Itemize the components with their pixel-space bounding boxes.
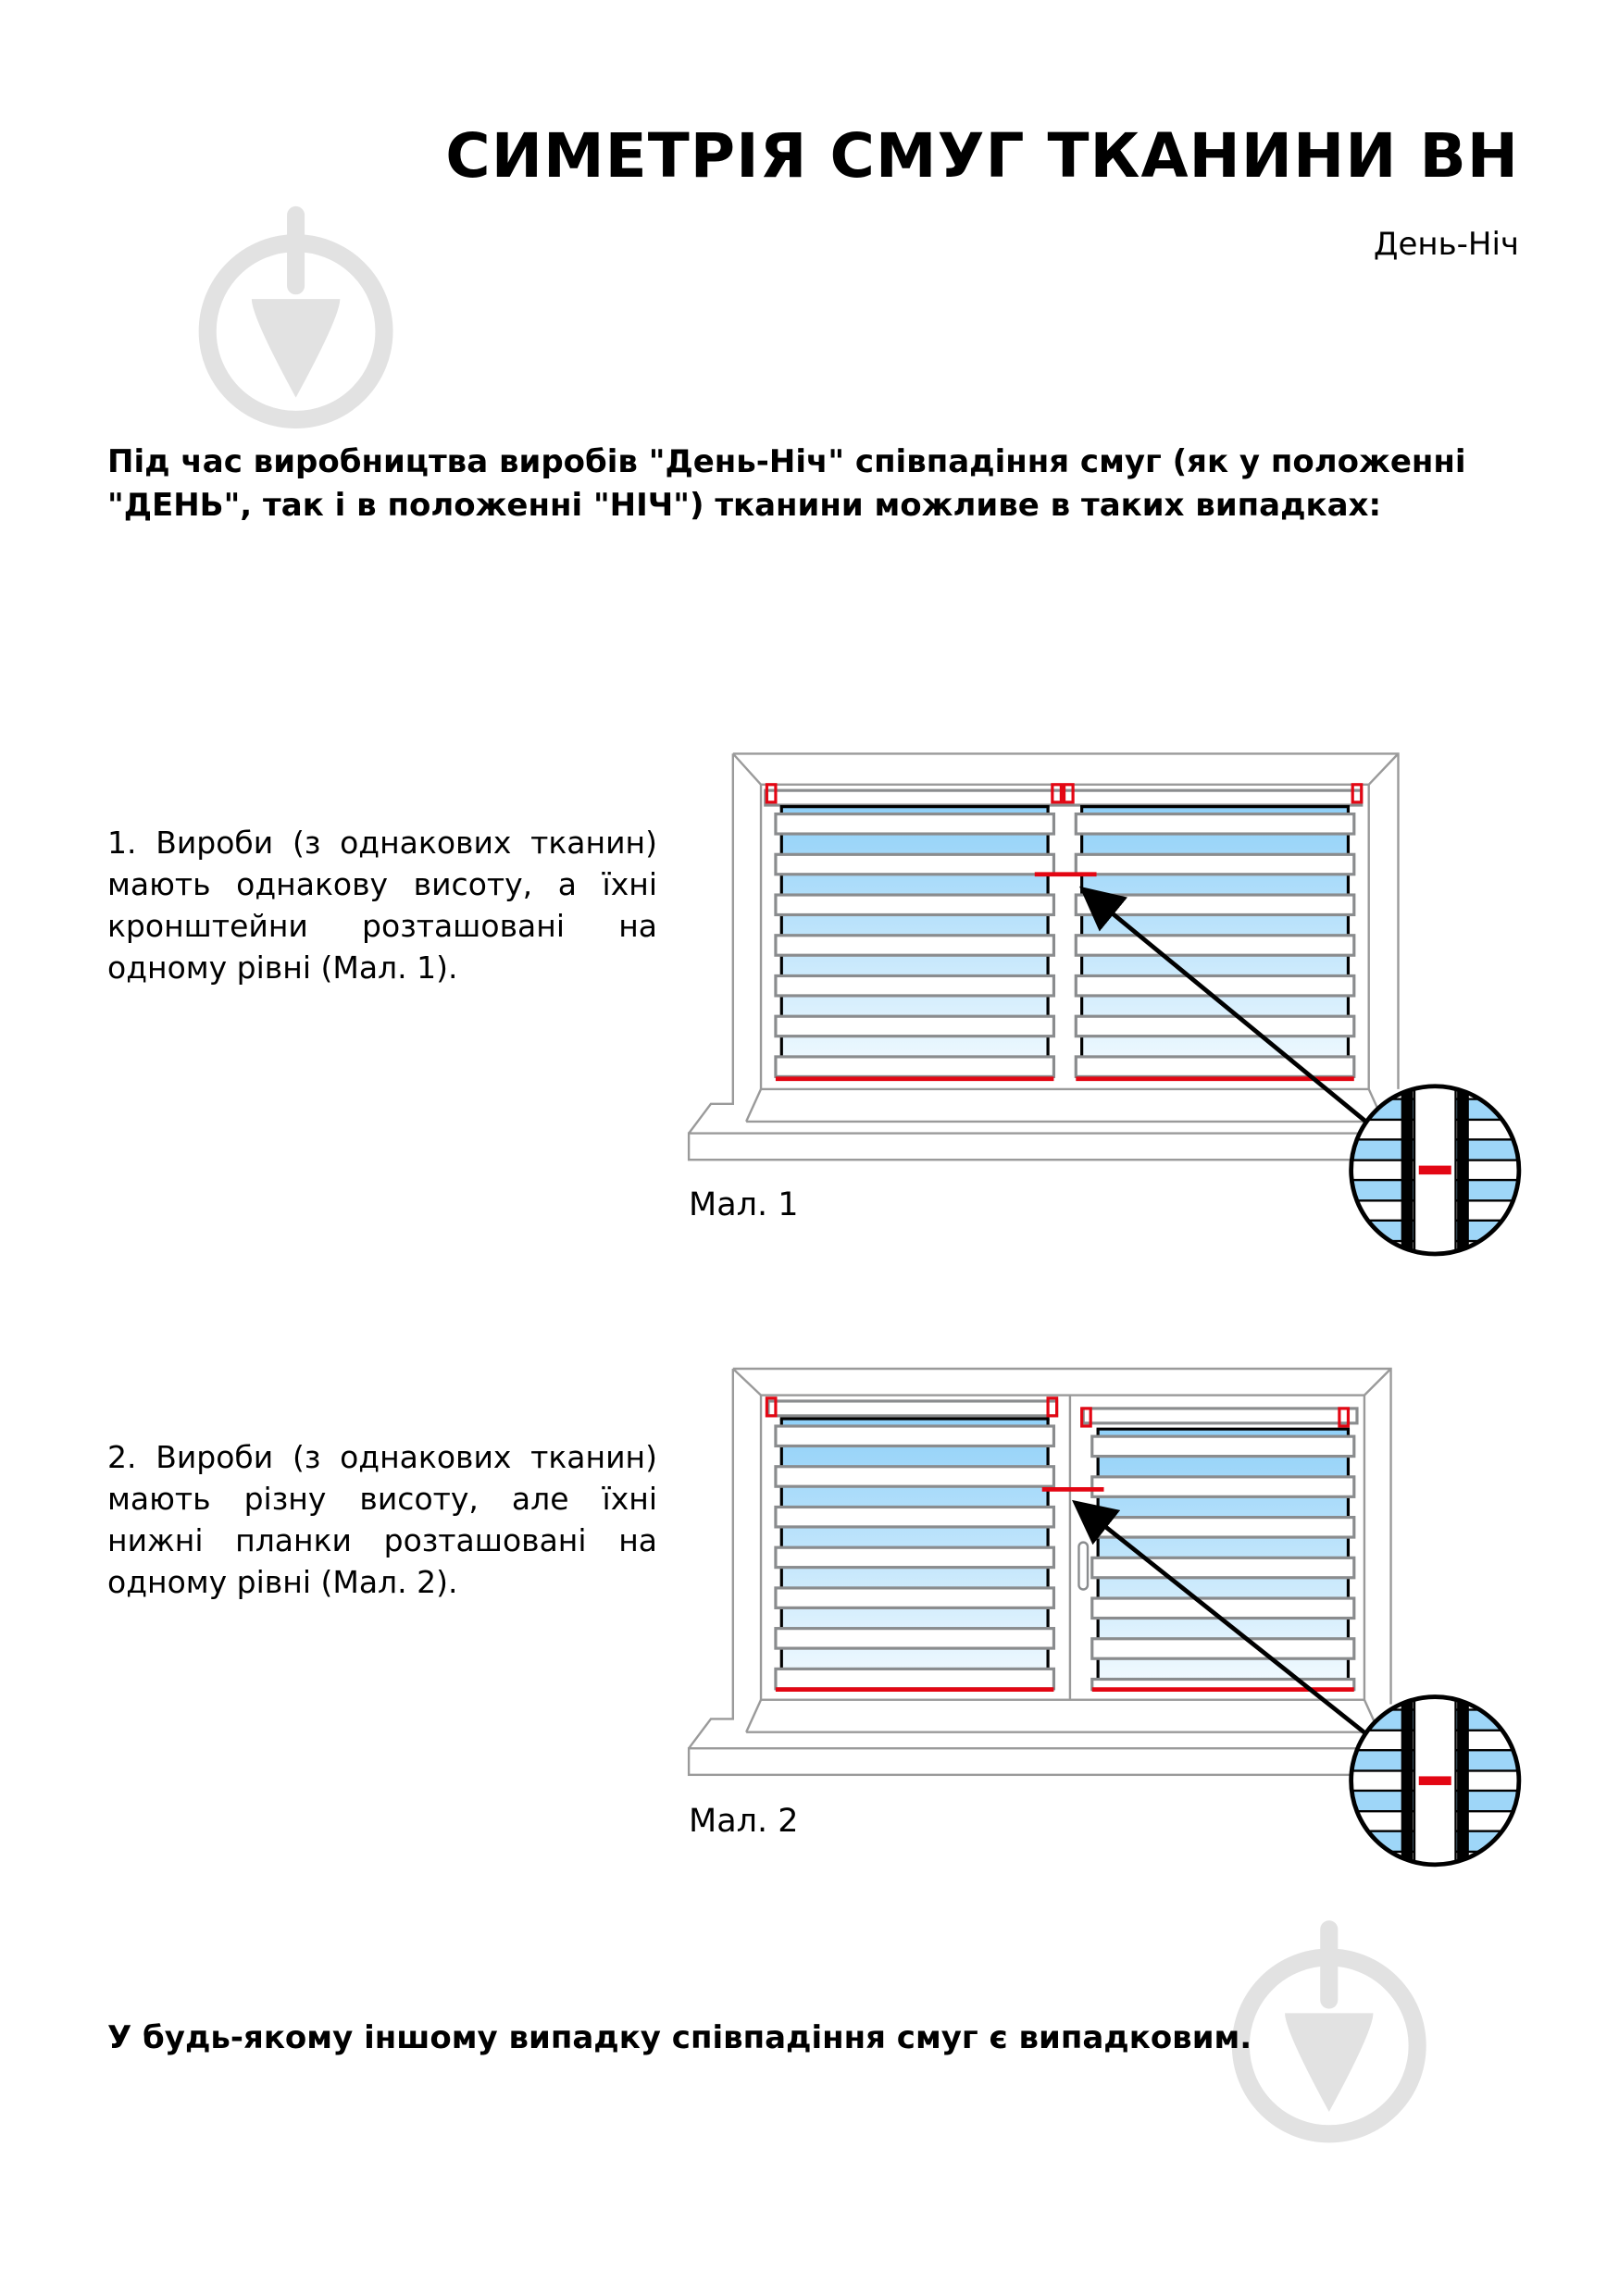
blind-white-stripe — [1090, 1434, 1356, 1458]
blind-white-stripe — [1090, 1556, 1356, 1580]
blind-white-stripe — [1090, 1596, 1356, 1620]
zoom-detail-circle-icon — [1349, 1694, 1522, 1868]
frame-corner — [731, 752, 762, 786]
blind-white-stripe — [1090, 1637, 1356, 1660]
window-sill — [687, 1747, 1370, 1777]
watermark-logo-icon — [1231, 1920, 1426, 2143]
blind-white-stripe — [1074, 852, 1356, 876]
frame-corner — [1367, 752, 1400, 786]
window-sill — [687, 1132, 1377, 1161]
watermark-logo-icon — [198, 205, 393, 428]
figure-1-window-diagram — [687, 752, 1524, 1257]
blind-white-stripe — [774, 1055, 1056, 1078]
bracket-marker — [1051, 783, 1063, 804]
page-title: СИМЕТРІЯ СМУГ ТКАНИНИ ВН — [445, 120, 1519, 192]
blind-white-stripe — [1074, 934, 1356, 957]
frame-corner — [745, 1088, 763, 1123]
arrow-icon — [1079, 886, 1368, 1123]
case-2-text: 2. Вироби (з однакових тканин) мають різ… — [107, 1439, 657, 1600]
blind-white-stripe — [774, 1014, 1056, 1038]
figure-1-caption: Мал. 1 — [689, 1186, 799, 1223]
frame-corner — [731, 1368, 762, 1396]
blind-white-stripe — [774, 1545, 1056, 1570]
blind-white-stripe — [1074, 974, 1356, 998]
blind-white-stripe — [774, 1465, 1056, 1488]
detail-edge — [1457, 1086, 1469, 1254]
blind-white-stripe — [774, 1424, 1056, 1448]
blind-white-stripe — [774, 1667, 1056, 1691]
blind-white-stripe — [1074, 1055, 1356, 1078]
bracket-marker — [1338, 1407, 1351, 1428]
bracket-marker — [765, 1396, 778, 1418]
blind-white-stripe — [774, 852, 1056, 876]
bracket-marker — [765, 783, 778, 804]
blind-white-stripe — [1090, 1475, 1356, 1498]
conclusion-text: У будь-якому іншому випадку співпадіння … — [107, 2019, 1252, 2056]
watermark-handle — [287, 205, 305, 295]
detail-edge — [1457, 1696, 1469, 1865]
case-1-text: 1. Вироби (з однакових тканин) мають одн… — [107, 825, 657, 986]
bracket-marker — [1080, 1407, 1092, 1428]
zoom-detail-circle-icon — [1349, 1084, 1522, 1257]
watermark-blade — [1285, 2013, 1374, 2112]
detail-blue-band — [1347, 1059, 1524, 1079]
blind-white-stripe — [1074, 893, 1356, 917]
detail-red-mark — [1418, 1776, 1451, 1785]
frame-corner — [1364, 1368, 1392, 1396]
bracket-marker — [1062, 783, 1075, 804]
blind-white-stripe — [774, 812, 1056, 836]
figure-2-caption: Мал. 2 — [689, 1803, 799, 1840]
figure-2-window-diagram — [687, 1367, 1524, 1868]
bracket-marker — [1046, 1396, 1059, 1418]
intro-paragraph: Під час виробництва виробів "День-Ніч" с… — [107, 443, 1466, 524]
wall-opening — [688, 1367, 1392, 1749]
blind-white-stripe — [774, 1627, 1056, 1650]
zoom-detail — [1347, 1669, 1524, 1865]
window-handle — [1077, 1541, 1090, 1591]
blind-white-stripe — [1074, 812, 1356, 836]
detail-red-mark — [1418, 1165, 1451, 1175]
page-subtitle: День-Ніч — [1373, 226, 1519, 263]
detail-edge — [1401, 1696, 1414, 1865]
blind-white-stripe — [774, 1505, 1056, 1529]
blind-white-stripe — [1090, 1516, 1356, 1539]
bracket-marker — [1351, 783, 1364, 804]
blind-white-stripe — [774, 934, 1056, 957]
zoom-detail — [1347, 1059, 1524, 1254]
frame-corner — [745, 1699, 763, 1733]
blind-white-stripe — [1074, 1014, 1356, 1038]
watermark-handle — [1320, 1920, 1339, 2009]
blind-white-stripe — [774, 1586, 1056, 1609]
blind-white-stripe — [774, 974, 1056, 998]
arrow-icon — [1072, 1499, 1368, 1736]
detail-edge — [1401, 1086, 1414, 1254]
watermark-blade — [251, 299, 341, 398]
detail-blue-band — [1347, 1669, 1524, 1690]
blind-white-stripe — [774, 893, 1056, 917]
